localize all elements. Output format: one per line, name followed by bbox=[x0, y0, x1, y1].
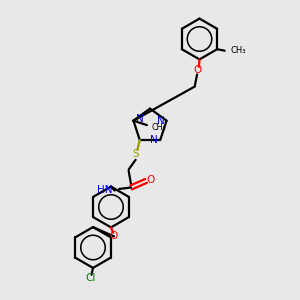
Text: Cl: Cl bbox=[85, 273, 96, 284]
Text: CH₃: CH₃ bbox=[152, 123, 166, 132]
Text: O: O bbox=[110, 231, 118, 242]
Text: CH₃: CH₃ bbox=[230, 46, 246, 55]
Text: S: S bbox=[133, 149, 140, 160]
Text: HN: HN bbox=[97, 185, 112, 196]
Text: O: O bbox=[194, 65, 202, 75]
Text: N: N bbox=[150, 135, 158, 145]
Text: N: N bbox=[157, 116, 164, 126]
Text: O: O bbox=[147, 175, 155, 185]
Text: N: N bbox=[136, 114, 144, 124]
